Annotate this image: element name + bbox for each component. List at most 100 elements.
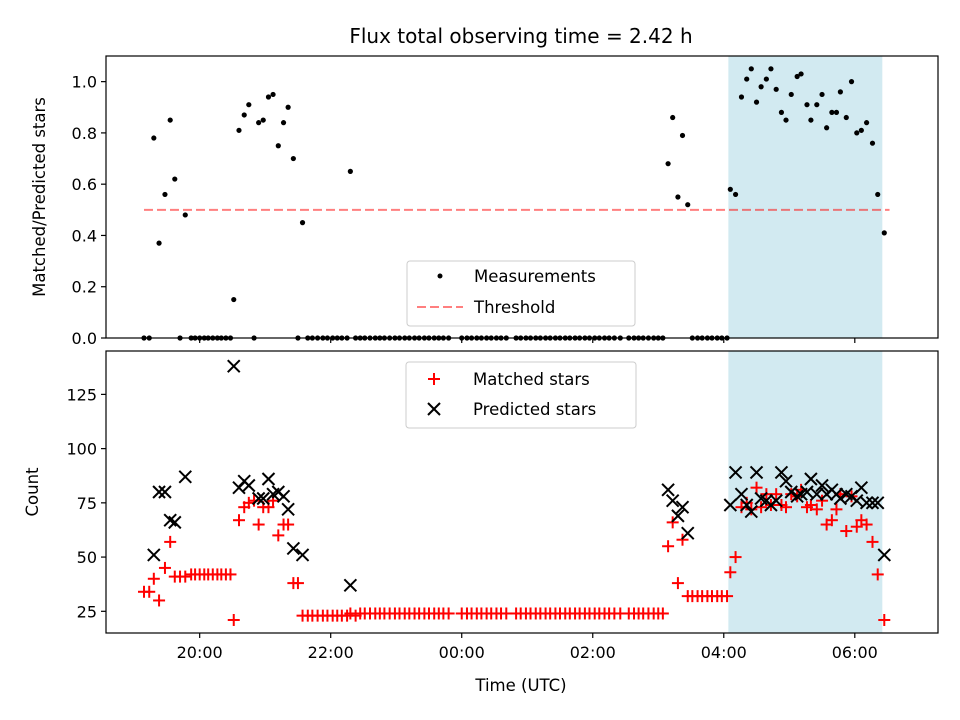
measurement-point (753, 99, 760, 105)
predicted-star-point (744, 504, 758, 519)
measurement-point (738, 94, 745, 100)
legend-marker-measurements (437, 273, 443, 279)
matched-star-point (770, 488, 783, 501)
matched-star-point (164, 535, 177, 548)
measurement-point (236, 127, 242, 133)
measurement-point (824, 125, 830, 131)
predicted-star-point (147, 548, 161, 562)
predicted-star-point (256, 491, 270, 506)
legend-label-matched: Matched stars (473, 370, 590, 389)
measurement-point (685, 202, 691, 208)
bottom-xtick-label: 06:00 (832, 643, 878, 662)
bottom-xtick-label: 20:00 (177, 643, 223, 662)
measurement-point (256, 120, 262, 126)
predicted-star-point (178, 470, 192, 484)
legend-label-measurements: Measurements (474, 267, 596, 286)
predicted-star-point (859, 496, 874, 510)
matched-star-point (871, 568, 884, 581)
top-shaded-region (728, 56, 883, 338)
measurement-point (808, 117, 814, 123)
measurement-point (182, 212, 188, 218)
measurement-point (794, 73, 800, 80)
bottom-xtick-label: 04:00 (701, 643, 747, 662)
top-ytick-label: 1.0 (72, 73, 97, 92)
measurement-point (280, 120, 287, 126)
bottom-shaded-region (728, 351, 883, 633)
matched-stars-points (137, 481, 891, 626)
matched-star-point (224, 568, 237, 581)
matched-star-point (227, 613, 240, 626)
predicted-star-point (774, 465, 789, 480)
measurement-point (732, 191, 739, 198)
matched-star-point (671, 577, 684, 590)
predicted-star-point (343, 578, 358, 592)
predicted-star-point (242, 478, 256, 493)
matched-star-point (248, 494, 261, 507)
predicted-star-point (723, 498, 738, 512)
bottom-axis-ticks: 25 50 75 100 125 20:00 22:00 00:00 02:00 04:00 06:… (66, 385, 877, 662)
measurement-point (837, 89, 843, 95)
measurement-point (798, 71, 804, 77)
measurement-point (665, 161, 671, 167)
bottom-legend-box (405, 361, 637, 429)
measurement-point (156, 240, 162, 246)
predicted-star-point (251, 491, 266, 506)
measurement-point (858, 127, 864, 133)
predicted-star-point (833, 491, 848, 506)
predicted-star-point (804, 472, 818, 486)
top-axis-ticks: 0.0 0.2 0.4 0.6 0.8 1.0 (72, 73, 856, 348)
matched-star-point (662, 540, 675, 553)
matched-star-point (780, 501, 793, 514)
predicted-star-point (158, 485, 172, 499)
measurement-point (285, 104, 291, 110)
measurement-point (275, 143, 281, 149)
top-ytick-label: 0.4 (72, 226, 97, 245)
predicted-star-point (295, 548, 310, 562)
predicted-star-point (261, 472, 276, 486)
top-title: Flux total observing time = 2.42 h (349, 24, 692, 48)
measurement-point (763, 76, 769, 82)
bottom-ytick-label: 100 (66, 440, 97, 459)
bottom-xtick-label: 22:00 (308, 643, 354, 662)
bottom-ytick-label: 50 (77, 548, 97, 567)
legend-marker-matched (428, 373, 440, 385)
measurement-point (290, 155, 296, 162)
predicted-star-point (790, 489, 804, 504)
measurement-point (270, 91, 276, 98)
measurement-point (299, 220, 306, 226)
measurement-point (727, 186, 733, 192)
predicted-star-point (227, 359, 241, 373)
predicted-star-point (749, 465, 764, 480)
predicted-star-point (281, 502, 295, 517)
measurement-point (347, 168, 353, 174)
matched-star-point (830, 503, 843, 516)
measurement-point (819, 91, 825, 98)
measurement-point (773, 86, 779, 92)
predicted-star-point (152, 485, 166, 499)
bottom-axes-frame (105, 350, 939, 634)
bottom-ytick-label: 75 (77, 494, 97, 513)
measurement-point (814, 102, 820, 108)
measurement-point (744, 76, 750, 82)
matched-star-point (153, 594, 166, 607)
measurement-point (875, 191, 881, 198)
predicted-star-point (168, 515, 182, 530)
measurement-point (869, 140, 876, 146)
measurement-point (783, 117, 789, 123)
bottom-xlabel: Time (UTC) (474, 676, 566, 695)
measurement-point (778, 109, 785, 115)
matched-star-point (272, 529, 285, 542)
measurement-point (768, 66, 774, 72)
measurement-point (833, 109, 840, 115)
matched-star-point (750, 481, 763, 494)
measurement-point (758, 84, 764, 90)
top-ytick-label: 0.2 (72, 278, 97, 297)
bottom-ytick-label: 25 (77, 602, 97, 621)
predicted-star-point (276, 489, 291, 504)
predicted-star-point (854, 480, 869, 495)
bottom-ytick-label: 125 (66, 385, 97, 404)
matched-star-point (860, 518, 873, 531)
predicted-stars-points (147, 359, 891, 592)
predicted-star-point (815, 478, 829, 493)
